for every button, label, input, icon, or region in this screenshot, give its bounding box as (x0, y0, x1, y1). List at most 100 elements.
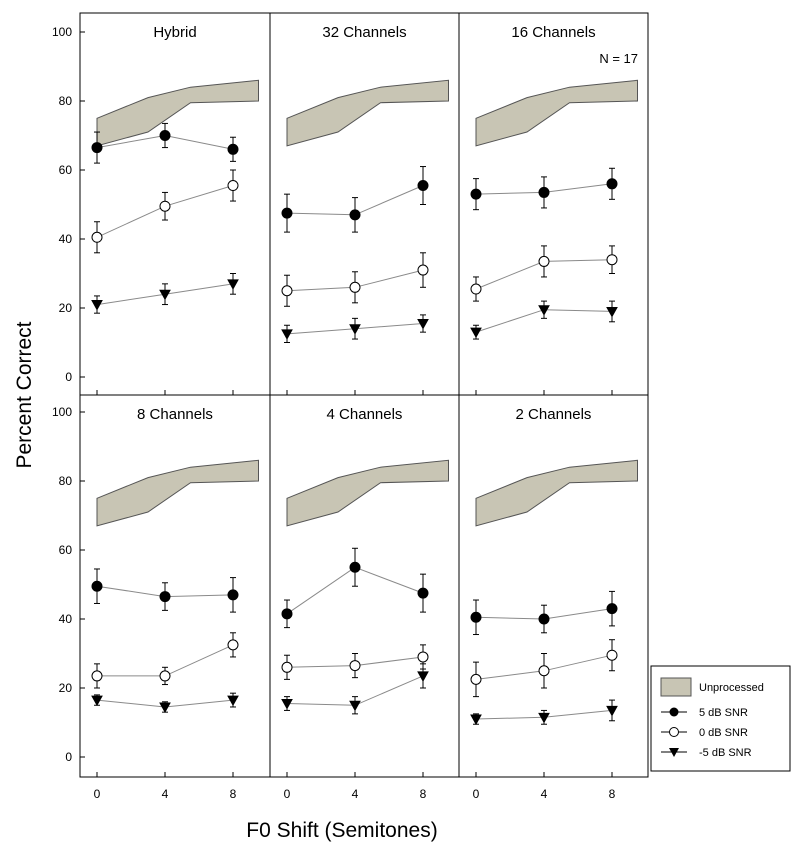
data-point (606, 649, 618, 661)
data-point (606, 178, 618, 190)
data-point (470, 327, 482, 339)
legend-marker (669, 707, 679, 717)
data-point (227, 695, 239, 707)
unprocessed-band (96, 79, 259, 147)
legend-entry-unprocessed: Unprocessed (660, 677, 764, 697)
legend-entry-5-db-snr: -5 dB SNR (661, 747, 752, 759)
data-point (470, 714, 482, 726)
series-5-db-snr (91, 568, 239, 613)
data-point (538, 712, 550, 724)
data-point (606, 603, 618, 615)
data-point (227, 143, 239, 155)
panel-hybrid: Hybrid 0 20 40 60 80 100 (52, 12, 271, 396)
panel-frame (458, 12, 649, 396)
data-point (470, 188, 482, 200)
y-tick-label: 100 (52, 405, 72, 419)
series-0-db-snr (91, 169, 239, 254)
y-tick-label: 60 (59, 163, 73, 177)
x-tick-label: 8 (420, 787, 427, 801)
y-axis-title: Percent Correct (13, 321, 36, 468)
data-point (417, 587, 429, 599)
series-0-db-snr (281, 644, 429, 680)
data-point (470, 283, 482, 295)
panel-title: 4 Channels (327, 406, 403, 423)
data-point (538, 665, 550, 677)
y-tick-label: 40 (59, 612, 73, 626)
series-5-db-snr (281, 663, 429, 715)
legend-label: Unprocessed (699, 682, 764, 694)
y-tick-label: 40 (59, 232, 73, 246)
unprocessed-band (475, 79, 638, 147)
legend-marker (669, 748, 679, 757)
data-point (538, 613, 550, 625)
series-0-db-snr (91, 632, 239, 689)
panel-frame (269, 394, 460, 778)
data-point (349, 700, 361, 712)
legend-entry-5-db-snr: 5 dB SNR (661, 707, 748, 719)
series-5-db-snr (281, 314, 429, 343)
y-tick-label: 0 (65, 750, 72, 764)
x-axis (475, 390, 613, 395)
legend-marker (669, 727, 679, 737)
series-0-db-snr (470, 245, 618, 302)
data-point (159, 702, 171, 714)
x-tick-label: 0 (473, 787, 480, 801)
data-point (159, 200, 171, 212)
data-point (159, 289, 171, 301)
legend-entry-0-db-snr: 0 dB SNR (661, 727, 748, 739)
legend: Unprocessed 5 dB SNR 0 dB SNR -5 dB SNR (650, 665, 791, 772)
data-point (417, 651, 429, 663)
data-point (227, 639, 239, 651)
unprocessed-band (475, 459, 638, 527)
series-5-db-snr (281, 547, 429, 629)
x-tick-label: 8 (230, 787, 237, 801)
y-tick-label: 100 (52, 25, 72, 39)
data-point (91, 231, 103, 243)
data-point (538, 305, 550, 316)
panel-title: 32 Channels (322, 24, 406, 41)
series-0-db-snr (281, 252, 429, 307)
unprocessed-band (286, 79, 449, 147)
series-5-db-snr (91, 273, 239, 314)
x-tick-label: 0 (94, 787, 101, 801)
data-point (606, 254, 618, 266)
panel-title: Hybrid (153, 24, 196, 41)
unprocessed-band (286, 459, 449, 527)
x-tick-label: 4 (541, 787, 548, 801)
series-5-db-snr (470, 590, 618, 636)
panel-frame (269, 12, 460, 396)
data-point (417, 180, 429, 192)
panel-frame (79, 394, 271, 778)
panel-2-channels: 2 Channels 0 4 8 (458, 394, 649, 801)
data-point (349, 281, 361, 293)
series-5-db-snr (470, 699, 618, 726)
x-tick-label: 0 (284, 787, 291, 801)
data-point (91, 142, 103, 154)
n-label: N = 17 (599, 51, 638, 66)
legend-swatch (660, 677, 692, 697)
data-point (281, 608, 293, 620)
series-5-db-snr (91, 692, 239, 714)
data-point (417, 319, 429, 330)
data-point (281, 207, 293, 219)
panel-title: 16 Channels (511, 24, 595, 41)
data-point (417, 264, 429, 276)
x-axis: 0 4 8 (94, 772, 237, 801)
y-tick-label: 20 (59, 681, 73, 695)
data-point (349, 209, 361, 221)
panel-16-channels: 16 Channels N = 17 (458, 12, 649, 396)
data-point (538, 255, 550, 267)
data-point (417, 671, 429, 682)
data-point (159, 670, 171, 682)
legend-label: -5 dB SNR (699, 747, 752, 759)
panel-frame (458, 394, 649, 778)
legend-label: 5 dB SNR (699, 707, 748, 719)
panel-title: 8 Channels (137, 406, 213, 423)
panel-title: 2 Channels (516, 406, 592, 423)
data-point (470, 673, 482, 685)
data-point (91, 670, 103, 682)
y-axis: 0 20 40 60 80 100 (52, 25, 85, 384)
data-point (470, 611, 482, 623)
data-point (159, 130, 171, 141)
